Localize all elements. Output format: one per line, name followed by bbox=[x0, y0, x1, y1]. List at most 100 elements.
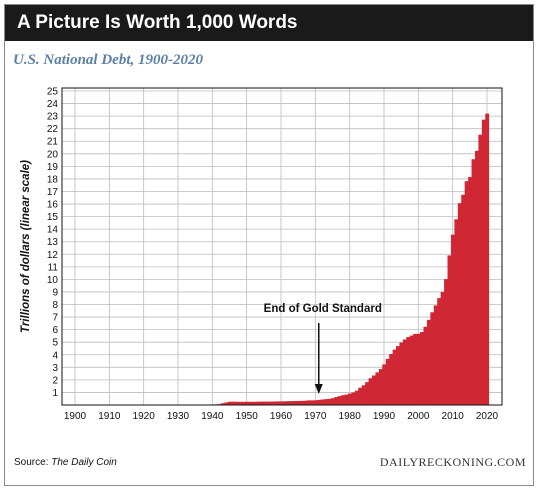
source-name: The Daily Coin bbox=[51, 457, 117, 468]
debt-bar bbox=[423, 326, 428, 405]
x-tick-label: 1980 bbox=[339, 411, 362, 422]
debt-bar bbox=[344, 394, 349, 405]
debt-bar bbox=[299, 400, 304, 405]
debt-bar bbox=[272, 401, 277, 405]
y-tick-label: 1 bbox=[52, 388, 58, 399]
y-tick-label: 10 bbox=[47, 275, 59, 286]
y-tick-label: 12 bbox=[47, 250, 59, 261]
debt-bar bbox=[461, 194, 466, 405]
annotation-arrow-head bbox=[314, 384, 323, 394]
debt-bar bbox=[447, 255, 452, 405]
debt-bar bbox=[485, 113, 490, 405]
debt-bar bbox=[396, 346, 400, 405]
debt-bar bbox=[392, 349, 397, 405]
debt-bar bbox=[474, 150, 479, 405]
debt-bar bbox=[406, 337, 411, 405]
y-tick-label: 18 bbox=[47, 174, 59, 185]
y-tick-label: 7 bbox=[52, 313, 58, 324]
debt-bar bbox=[296, 400, 301, 405]
x-tick-label: 1960 bbox=[270, 411, 293, 422]
debt-bar bbox=[248, 401, 253, 405]
debt-bar bbox=[468, 177, 472, 405]
source-label: Source: bbox=[14, 457, 49, 468]
source-note: Source: The Daily Coin bbox=[14, 457, 117, 468]
y-axis-label: Trillions of dollars (linear scale) bbox=[20, 160, 32, 333]
chart-frame: A Picture Is Worth 1,000 Words bbox=[4, 4, 534, 486]
x-tick-label: 1940 bbox=[201, 411, 224, 422]
debt-bars bbox=[73, 113, 490, 405]
debt-bar bbox=[454, 219, 459, 405]
debt-bar bbox=[220, 403, 225, 405]
x-tick-label: 1950 bbox=[236, 411, 259, 422]
debt-bar bbox=[378, 369, 383, 405]
debt-bar bbox=[464, 181, 469, 405]
debt-bar bbox=[433, 305, 438, 405]
debt-bar bbox=[231, 401, 236, 405]
debt-bar bbox=[365, 382, 369, 405]
debt-bar bbox=[268, 401, 273, 405]
y-tick-label: 5 bbox=[52, 338, 58, 349]
x-tick-label: 1990 bbox=[373, 411, 396, 422]
debt-bar bbox=[327, 398, 332, 405]
y-tick-label: 4 bbox=[52, 350, 58, 361]
y-tick-label: 20 bbox=[47, 149, 59, 160]
debt-bar bbox=[347, 393, 352, 405]
x-tick-label: 1910 bbox=[98, 411, 121, 422]
debt-bar bbox=[368, 378, 373, 405]
x-tick-label: 2020 bbox=[476, 411, 499, 422]
x-tick-label: 1930 bbox=[167, 411, 190, 422]
debt-bar bbox=[409, 335, 414, 405]
debt-bar bbox=[416, 333, 421, 405]
debt-bar bbox=[320, 399, 325, 405]
debt-bar bbox=[306, 400, 311, 405]
debt-bar bbox=[289, 401, 294, 405]
debt-bar bbox=[262, 401, 266, 405]
debt-bar bbox=[330, 398, 335, 405]
debt-bar bbox=[244, 401, 249, 405]
debt-bar bbox=[471, 159, 476, 405]
x-tick-labels: 1900 1910 1920 1930 1940 1950 1960 1970 1980 1990… bbox=[64, 411, 499, 422]
debt-bar bbox=[426, 319, 431, 405]
debt-bar bbox=[293, 401, 297, 405]
y-tick-label: 8 bbox=[52, 300, 58, 311]
y-tick-label: 14 bbox=[47, 225, 59, 236]
gold-standard-annotation: End of Gold Standard bbox=[264, 303, 382, 394]
debt-bar bbox=[238, 401, 242, 405]
debt-bar bbox=[437, 298, 442, 405]
debt-bar bbox=[310, 400, 315, 405]
debt-bar bbox=[341, 395, 345, 405]
debt-bar bbox=[413, 333, 418, 405]
debt-bar bbox=[389, 354, 393, 405]
debt-bar bbox=[258, 401, 263, 405]
banner-title: A Picture Is Worth 1,000 Words bbox=[5, 5, 533, 41]
debt-bar bbox=[323, 399, 328, 405]
debt-bar bbox=[361, 385, 366, 405]
debt-bar bbox=[279, 401, 284, 405]
debt-bar bbox=[224, 402, 229, 405]
debt-bar bbox=[351, 392, 356, 405]
debt-bar bbox=[440, 291, 445, 405]
debt-bar bbox=[275, 401, 280, 405]
x-tick-label: 2010 bbox=[442, 411, 465, 422]
debt-bar bbox=[371, 375, 376, 405]
y-tick-label: 2 bbox=[52, 375, 58, 386]
debt-bar bbox=[358, 387, 363, 405]
debt-bar bbox=[478, 134, 483, 405]
y-tick-label: 21 bbox=[47, 137, 59, 148]
y-tick-labels: 1234567891011121314151617181920212223242… bbox=[47, 87, 59, 399]
debt-bar bbox=[317, 399, 321, 405]
y-tick-label: 9 bbox=[52, 287, 58, 298]
debt-bar bbox=[337, 396, 342, 405]
x-tick-label: 1920 bbox=[133, 411, 156, 422]
debt-bar bbox=[334, 397, 339, 405]
y-tick-label: 15 bbox=[47, 212, 59, 223]
debt-bar bbox=[282, 401, 287, 405]
debt-bar bbox=[481, 119, 486, 405]
debt-bar bbox=[227, 401, 232, 405]
debt-bar bbox=[399, 342, 404, 405]
brand-logo: DAILYRECKONING.COM bbox=[379, 455, 526, 469]
y-tick-label: 16 bbox=[47, 200, 59, 211]
debt-bar bbox=[420, 332, 424, 405]
y-tick-label: 25 bbox=[47, 87, 59, 98]
